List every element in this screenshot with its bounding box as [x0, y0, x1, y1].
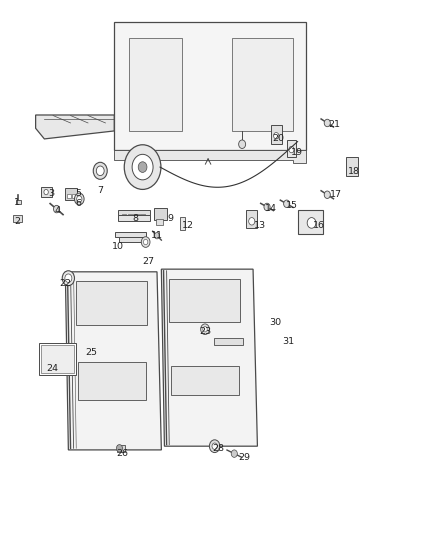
Text: 26: 26 [116, 449, 128, 458]
Bar [76, 281, 147, 325]
Circle shape [77, 196, 82, 202]
Circle shape [324, 191, 330, 198]
Text: 31: 31 [282, 337, 294, 346]
Bar [130, 38, 182, 131]
Text: 15: 15 [286, 201, 298, 210]
Circle shape [307, 217, 316, 228]
Bar [156, 219, 163, 225]
Polygon shape [35, 115, 114, 139]
Text: 3: 3 [48, 189, 54, 198]
Text: 23: 23 [199, 327, 211, 336]
Circle shape [132, 155, 153, 180]
Text: 27: 27 [142, 257, 154, 265]
Text: 7: 7 [97, 186, 103, 195]
Text: 4: 4 [54, 206, 60, 215]
Text: 14: 14 [265, 204, 276, 213]
Bar [287, 140, 296, 157]
Bar [118, 215, 150, 221]
Bar [154, 208, 166, 220]
Circle shape [141, 237, 150, 247]
Circle shape [74, 193, 84, 205]
Circle shape [96, 166, 104, 175]
Text: 10: 10 [112, 242, 124, 251]
Circle shape [209, 440, 220, 453]
Bar [115, 232, 146, 237]
Bar [141, 214, 145, 220]
Text: 17: 17 [330, 190, 342, 199]
Circle shape [274, 133, 279, 139]
Bar [214, 338, 244, 345]
Text: 6: 6 [75, 199, 81, 208]
Bar [13, 215, 21, 222]
Bar [134, 214, 139, 220]
Circle shape [289, 147, 294, 153]
Circle shape [249, 217, 255, 225]
Circle shape [65, 274, 72, 282]
Circle shape [144, 239, 148, 245]
Text: 9: 9 [167, 214, 173, 223]
Bar [232, 38, 293, 131]
Bar [346, 157, 358, 176]
Bar [246, 210, 258, 228]
Polygon shape [65, 272, 161, 450]
Text: 12: 12 [182, 221, 194, 230]
Circle shape [53, 205, 60, 213]
Circle shape [124, 145, 161, 189]
Circle shape [93, 163, 107, 179]
Circle shape [264, 203, 270, 211]
Bar [120, 237, 144, 242]
Bar [297, 210, 323, 233]
Text: 8: 8 [132, 214, 138, 223]
Bar [271, 125, 282, 144]
Circle shape [324, 119, 330, 127]
Text: 1: 1 [14, 198, 20, 207]
Text: 5: 5 [75, 189, 81, 198]
Bar [41, 187, 52, 197]
Circle shape [138, 162, 147, 172]
Bar [15, 200, 21, 204]
Bar [72, 194, 76, 198]
Text: 19: 19 [291, 148, 303, 157]
Text: 18: 18 [347, 167, 360, 176]
Text: 29: 29 [238, 454, 251, 463]
Text: 25: 25 [85, 348, 98, 357]
Bar [117, 445, 125, 451]
Bar [39, 343, 76, 375]
Text: 30: 30 [269, 318, 281, 327]
Text: 28: 28 [212, 444, 224, 453]
Text: 11: 11 [151, 231, 163, 240]
Circle shape [201, 324, 209, 335]
Text: 13: 13 [254, 221, 267, 230]
Text: 24: 24 [46, 364, 58, 373]
Circle shape [284, 200, 290, 207]
Bar [122, 214, 127, 220]
Bar [67, 194, 71, 198]
Circle shape [154, 232, 159, 239]
Circle shape [62, 271, 74, 286]
Bar [41, 345, 74, 373]
Text: 21: 21 [328, 119, 341, 128]
Polygon shape [161, 269, 258, 446]
Bar [171, 366, 239, 395]
Bar [180, 216, 185, 230]
Bar [78, 362, 146, 400]
Circle shape [203, 327, 207, 332]
Bar [65, 188, 77, 200]
Text: 22: 22 [59, 279, 71, 288]
Circle shape [44, 189, 48, 195]
Circle shape [239, 140, 246, 149]
Circle shape [212, 443, 217, 449]
Bar [128, 214, 133, 220]
Text: 16: 16 [313, 221, 325, 230]
Bar [118, 209, 150, 215]
Polygon shape [114, 22, 306, 150]
Circle shape [117, 445, 123, 452]
Polygon shape [114, 150, 306, 163]
Text: 20: 20 [272, 134, 284, 143]
Text: 2: 2 [14, 217, 20, 226]
Circle shape [231, 450, 237, 457]
Bar [169, 279, 240, 322]
